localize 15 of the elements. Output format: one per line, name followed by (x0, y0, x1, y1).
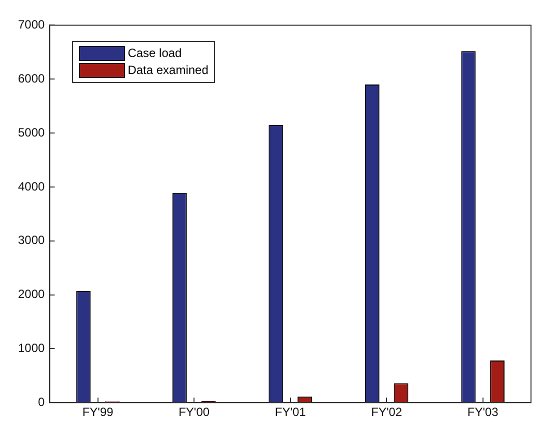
y-tick-label: 6000 (18, 71, 46, 86)
y-tick-label: 1000 (18, 341, 46, 355)
y-tick-label: 0 (38, 394, 46, 409)
x-tick-label: FY'03 (467, 405, 499, 420)
y-tick-label: 3000 (18, 233, 46, 248)
legend-label: Data examined (128, 62, 208, 80)
x-tick-label: FY'99 (82, 405, 114, 420)
y-tick-label: 4000 (18, 179, 46, 194)
legend-label: Case load (128, 45, 182, 62)
y-tick-label: 7000 (18, 18, 46, 32)
x-tick-label: FY'00 (178, 405, 210, 420)
x-tick-label: FY'02 (371, 405, 402, 420)
y-tick-label: 2000 (18, 287, 46, 302)
x-tick-label: FY'01 (274, 405, 306, 420)
y-tick-label: 5000 (18, 125, 46, 140)
